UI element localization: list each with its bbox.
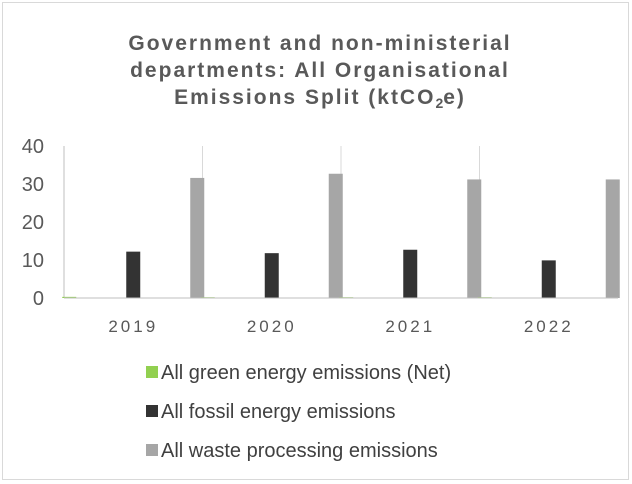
bar-2019-series-3 — [190, 177, 205, 298]
title-line-3: Emissions Split (ktCO2e) — [40, 84, 600, 117]
bar-2022-series-2 — [541, 260, 556, 298]
legend-swatch-fossil — [146, 405, 158, 417]
legend-item-waste: All waste processing emissions — [146, 440, 438, 463]
bar-2021-series-2 — [403, 249, 418, 298]
x-tick-label-2019: 2019 — [108, 317, 158, 336]
bar-2019-series-1 — [62, 296, 77, 298]
x-tick-label-2020: 2020 — [247, 317, 297, 336]
x-tick-label-2021: 2021 — [385, 317, 435, 336]
y-tick-label-30: 30 — [22, 174, 44, 196]
y-tick-label-20: 20 — [22, 212, 44, 234]
bar-2020-series-3 — [328, 173, 343, 298]
chart-title: Government and non-ministerial departmen… — [40, 30, 600, 117]
title-line-3-text: Emissions Split (ktCO — [174, 86, 436, 109]
title-subscript: 2 — [435, 95, 444, 111]
legend-item-fossil: All fossil energy emissions — [146, 401, 396, 424]
bar-2021-series-3 — [467, 179, 482, 298]
y-tick-label-0: 0 — [33, 288, 44, 310]
title-line-2: departments: All Organisational — [130, 59, 510, 82]
legend-swatch-waste — [146, 444, 158, 456]
bar-2019-series-2 — [126, 251, 141, 298]
legend-label-waste: All waste processing emissions — [161, 440, 438, 462]
chart-frame — [2, 2, 629, 480]
y-tick-label-40: 40 — [22, 136, 44, 158]
bar-2022-series-3 — [605, 179, 620, 298]
title-line-3-end: e) — [443, 86, 466, 109]
bar-2020-series-2 — [264, 253, 279, 298]
legend-label-fossil: All fossil energy emissions — [161, 401, 396, 423]
legend-swatch-green — [146, 366, 158, 378]
title-line-1: Government and non-ministerial — [128, 32, 512, 55]
legend-label-green: All green energy emissions (Net) — [161, 362, 452, 384]
legend-item-green: All green energy emissions (Net) — [146, 362, 451, 385]
y-tick-label-10: 10 — [22, 250, 44, 272]
x-tick-label-2022: 2022 — [524, 317, 574, 336]
